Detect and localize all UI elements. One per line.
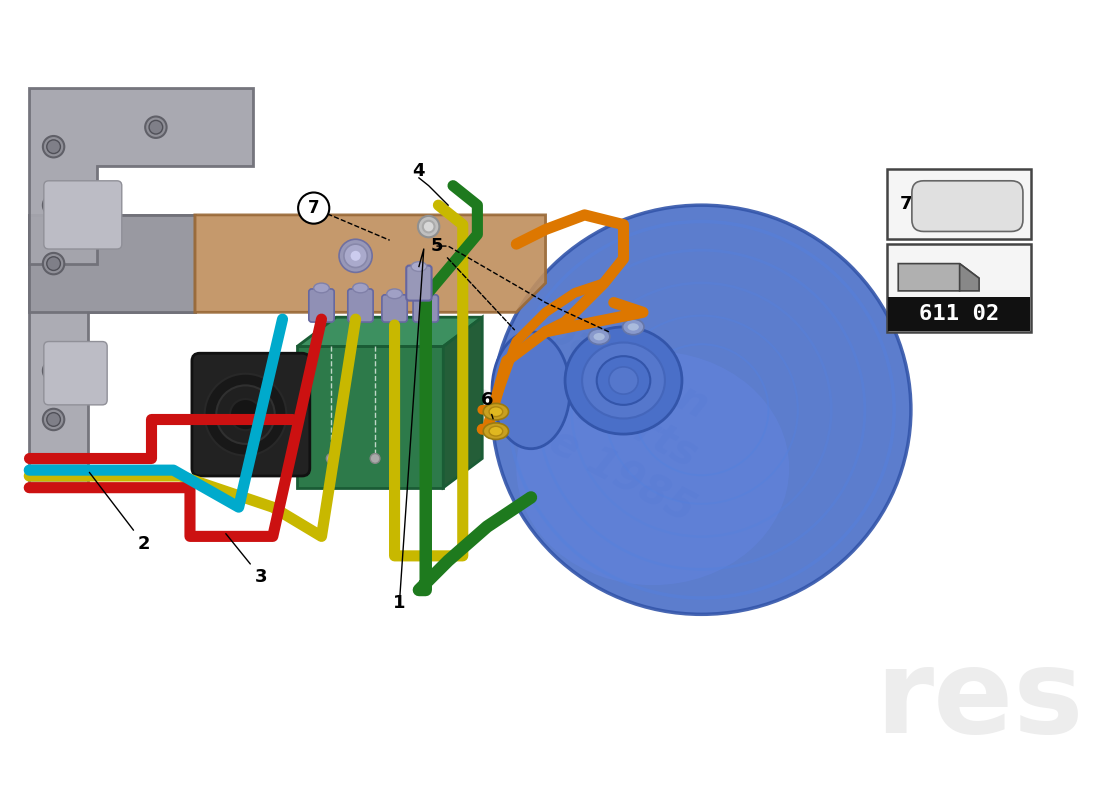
Circle shape (47, 140, 60, 154)
Circle shape (339, 239, 372, 272)
Ellipse shape (588, 329, 609, 345)
Text: passion
for parts
since 1985: passion for parts since 1985 (460, 289, 748, 530)
Polygon shape (959, 264, 979, 291)
FancyBboxPatch shape (297, 346, 443, 488)
Ellipse shape (492, 332, 570, 449)
Circle shape (230, 399, 261, 430)
Ellipse shape (516, 351, 789, 585)
FancyBboxPatch shape (912, 181, 1023, 231)
FancyBboxPatch shape (348, 289, 373, 322)
Circle shape (327, 454, 337, 463)
Ellipse shape (492, 205, 911, 614)
Circle shape (43, 360, 64, 382)
Polygon shape (30, 215, 195, 312)
Text: 4: 4 (412, 162, 426, 180)
Polygon shape (899, 264, 979, 291)
Circle shape (205, 374, 286, 455)
Text: res: res (874, 642, 1084, 758)
Circle shape (217, 386, 275, 444)
Ellipse shape (490, 426, 503, 436)
FancyBboxPatch shape (309, 289, 334, 322)
Ellipse shape (609, 367, 638, 394)
Polygon shape (30, 215, 195, 488)
Circle shape (150, 120, 163, 134)
Polygon shape (195, 215, 546, 312)
Circle shape (47, 257, 60, 270)
Text: 6: 6 (481, 391, 494, 418)
Circle shape (43, 136, 64, 158)
FancyBboxPatch shape (382, 294, 407, 322)
Circle shape (43, 253, 64, 274)
FancyBboxPatch shape (887, 244, 1031, 332)
Ellipse shape (593, 332, 605, 341)
Circle shape (47, 198, 60, 212)
Circle shape (344, 244, 367, 267)
Ellipse shape (418, 289, 433, 298)
Ellipse shape (483, 403, 508, 420)
Ellipse shape (596, 356, 650, 405)
Text: 1: 1 (393, 594, 406, 612)
Polygon shape (30, 88, 253, 264)
Ellipse shape (623, 319, 643, 334)
Ellipse shape (582, 342, 664, 418)
Polygon shape (297, 317, 482, 346)
Ellipse shape (411, 262, 427, 271)
Ellipse shape (627, 322, 639, 331)
Bar (888, 297, 1030, 331)
Circle shape (371, 454, 380, 463)
Circle shape (422, 221, 435, 233)
FancyBboxPatch shape (887, 169, 1031, 239)
Text: 611 02: 611 02 (918, 304, 999, 324)
Ellipse shape (490, 407, 503, 417)
FancyBboxPatch shape (44, 342, 107, 405)
Circle shape (145, 117, 166, 138)
Circle shape (43, 409, 64, 430)
Circle shape (298, 193, 329, 224)
Text: 2: 2 (89, 472, 151, 553)
Ellipse shape (483, 423, 508, 439)
Circle shape (47, 364, 60, 378)
Text: 7: 7 (308, 199, 319, 217)
Ellipse shape (353, 283, 369, 293)
Polygon shape (443, 317, 482, 488)
Ellipse shape (565, 327, 682, 434)
FancyBboxPatch shape (406, 266, 431, 301)
FancyBboxPatch shape (414, 294, 439, 322)
FancyBboxPatch shape (44, 181, 122, 249)
Ellipse shape (387, 289, 403, 298)
Circle shape (350, 250, 362, 262)
Circle shape (418, 216, 439, 238)
Text: 7: 7 (900, 195, 913, 213)
FancyBboxPatch shape (191, 354, 310, 476)
Circle shape (43, 194, 64, 216)
Circle shape (47, 413, 60, 426)
Ellipse shape (314, 283, 329, 293)
Text: 3: 3 (226, 534, 267, 586)
Text: 5: 5 (430, 237, 515, 330)
